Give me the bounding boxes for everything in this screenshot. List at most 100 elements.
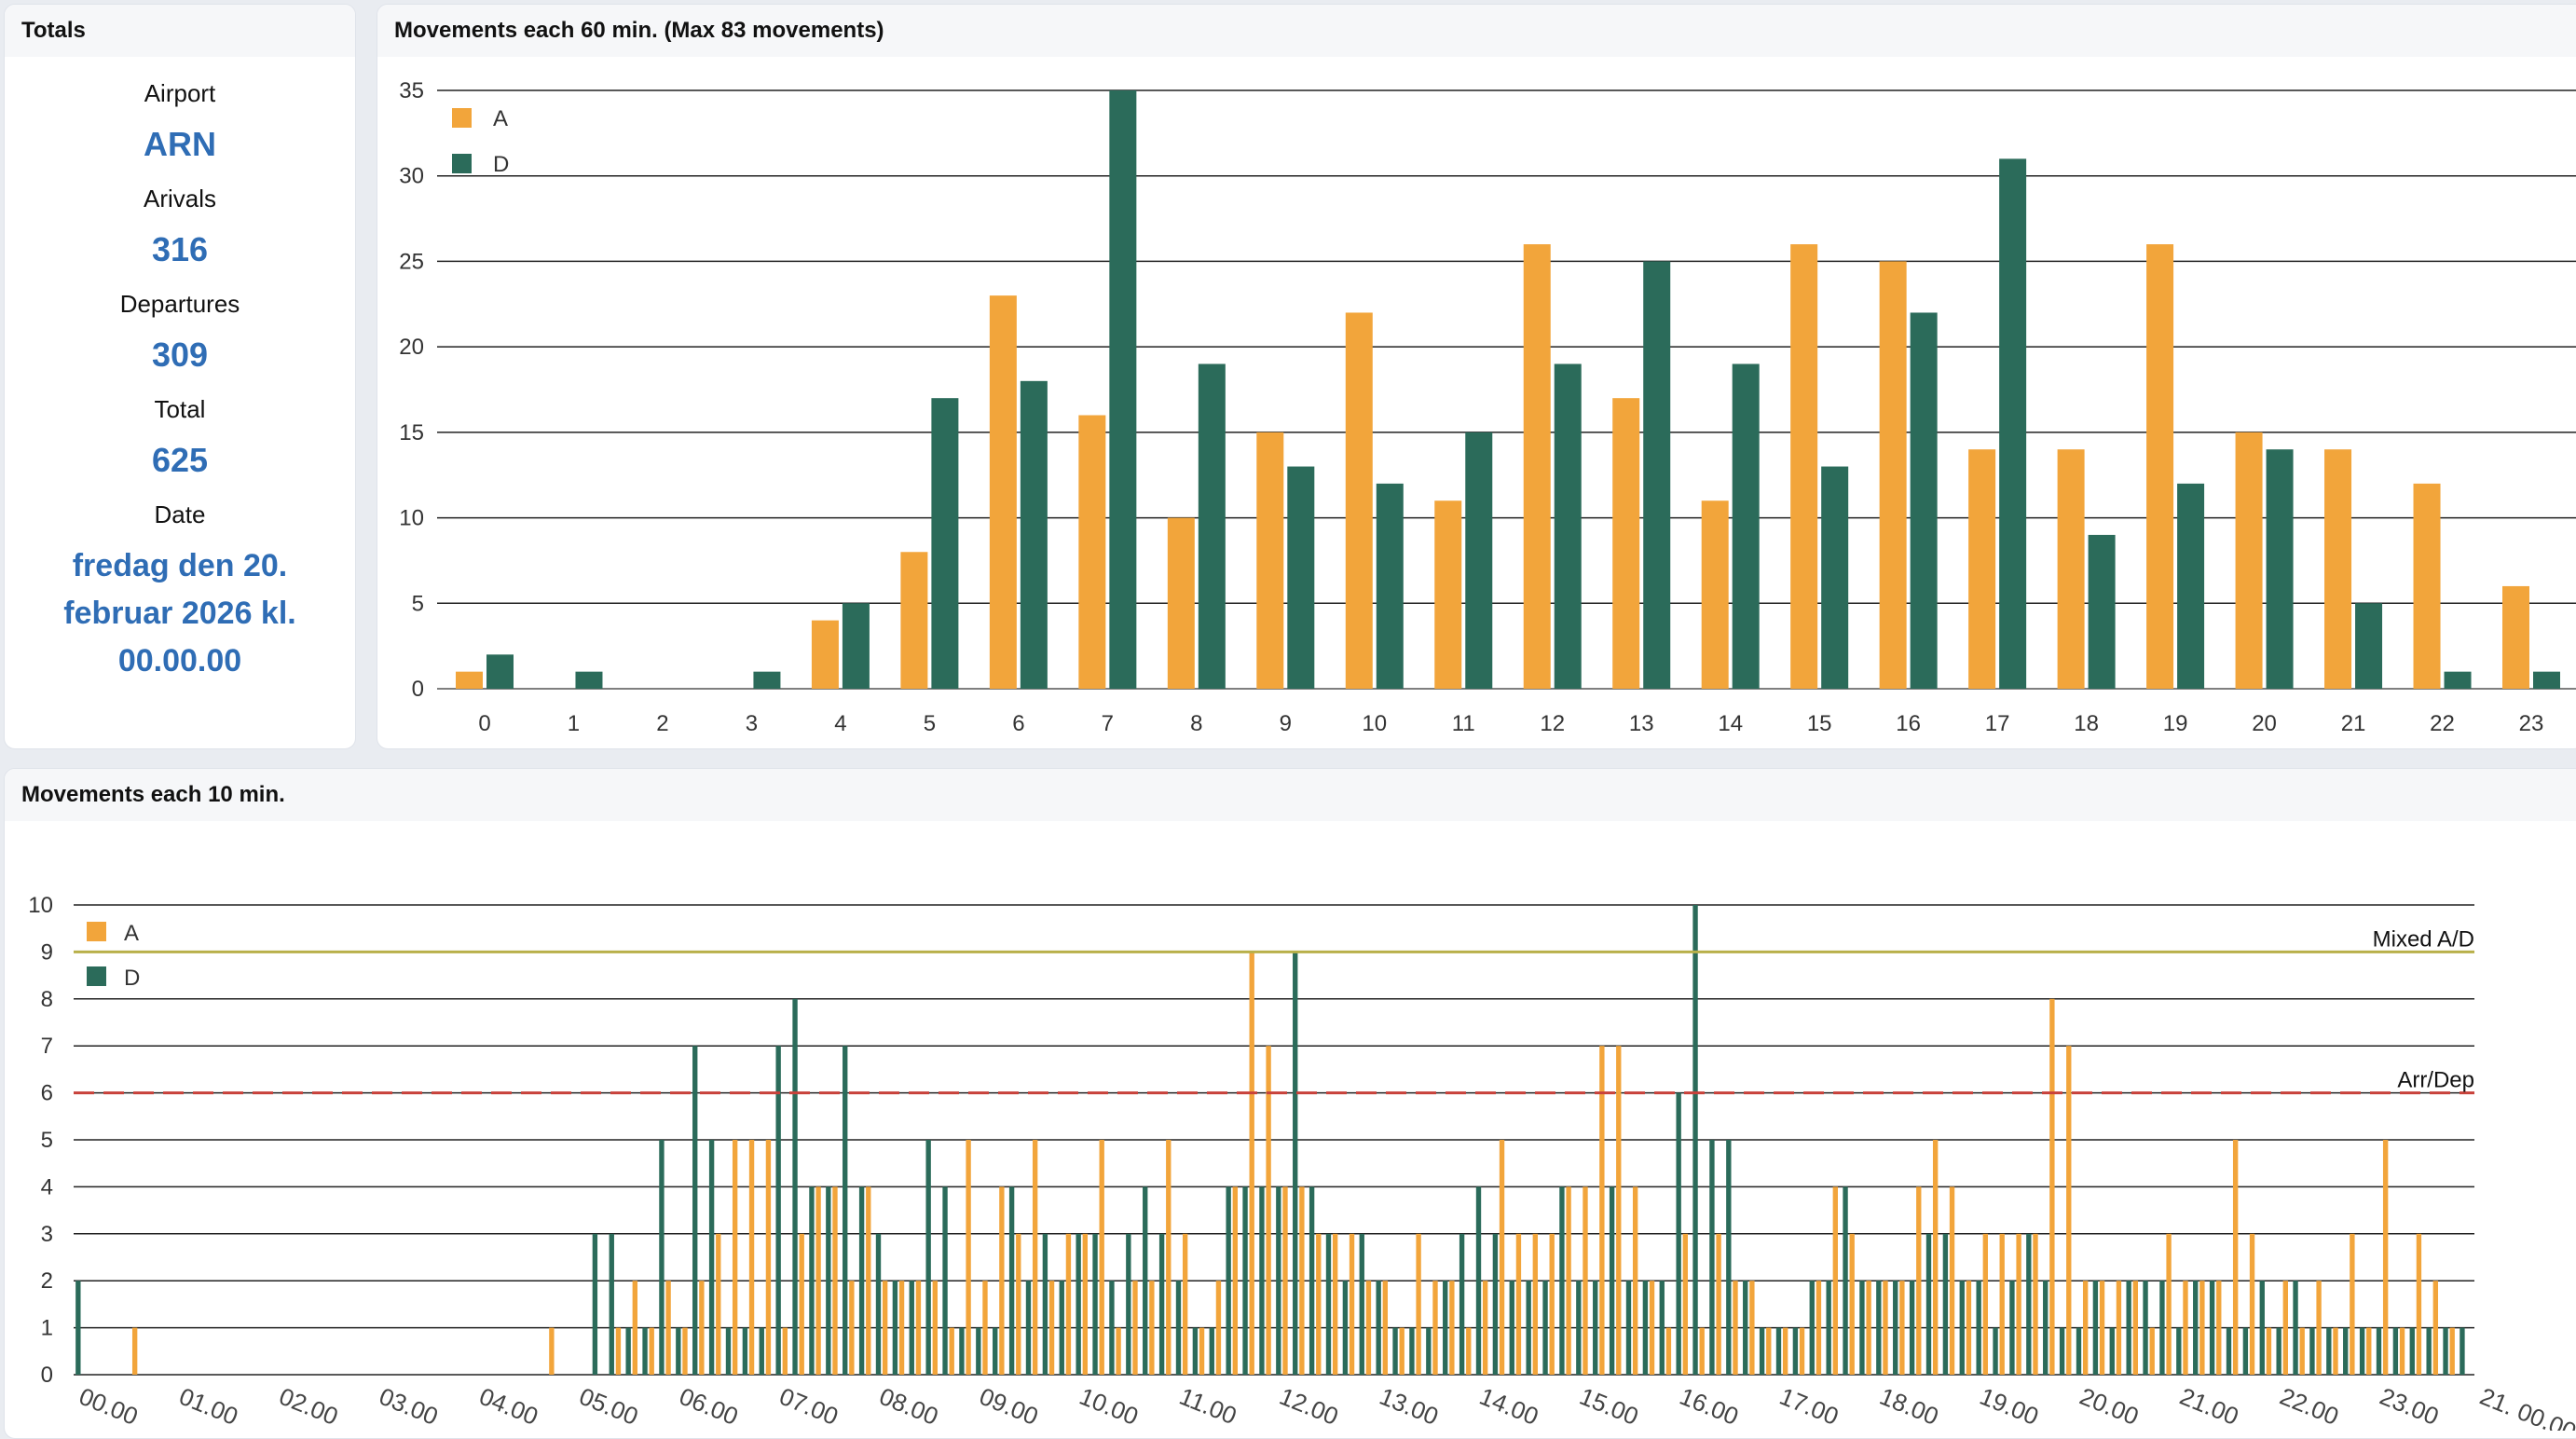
bar-departures	[708, 1140, 715, 1375]
bar-departures	[1576, 1281, 1582, 1375]
bar-arrivals	[799, 1233, 804, 1375]
x-tick-label: 21.00	[2176, 1382, 2243, 1431]
bar-departures	[1976, 1281, 1981, 1375]
bar-arrivals	[1532, 1233, 1539, 1375]
bar-arrivals	[1949, 1186, 1955, 1375]
bar-departures	[1293, 952, 1298, 1375]
x-tick-label: 11.00	[1175, 1382, 1240, 1430]
legend-swatch-departures	[452, 154, 472, 173]
bar-arrivals	[989, 295, 1017, 689]
bar-departures	[2159, 1281, 2165, 1375]
bar-arrivals	[1349, 1233, 1355, 1375]
x-tick-label: 20.00	[2076, 1382, 2143, 1431]
y-tick-label: 9	[41, 939, 53, 965]
x-tick-label: 16.00	[1676, 1382, 1743, 1431]
airport-value: ARN	[144, 125, 216, 163]
bar-departures	[1020, 380, 1048, 689]
bar-departures	[1309, 1186, 1315, 1375]
bar-arrivals	[1215, 1281, 1222, 1375]
x-tick-label: 3	[746, 711, 758, 736]
x-tick-label: 23.00	[2376, 1382, 2443, 1431]
bar-arrivals	[549, 1327, 555, 1375]
bar-arrivals	[2149, 1327, 2155, 1375]
x-tick-label: 14.00	[1475, 1382, 1542, 1431]
bar-arrivals	[1665, 1327, 1672, 1375]
bar-departures	[2076, 1327, 2082, 1375]
bar-arrivals	[1016, 1233, 1021, 1375]
bar-departures	[2426, 1327, 2432, 1375]
bar-arrivals	[1782, 1327, 1788, 1375]
bar-departures	[1198, 363, 1226, 689]
bar-departures	[753, 671, 781, 689]
bar-arrivals	[1132, 1281, 1138, 1375]
bar-arrivals	[2266, 1327, 2272, 1375]
bar-departures	[1175, 1281, 1182, 1375]
bar-departures	[692, 1046, 698, 1375]
bar-departures	[1376, 483, 1404, 689]
bar-departures	[1732, 363, 1760, 689]
x-tick-label: 20	[2252, 711, 2277, 736]
bar-departures	[1242, 1186, 1248, 1375]
bar-arrivals	[1449, 1281, 1455, 1375]
bar-departures	[1792, 1327, 1799, 1375]
bar-departures	[1465, 432, 1493, 689]
bar-departures	[1775, 1327, 1782, 1375]
bar-arrivals	[1566, 1186, 1571, 1375]
x-tick-label: 7	[1102, 711, 1114, 736]
bar-departures	[2143, 1281, 2148, 1375]
bar-departures	[858, 1186, 865, 1375]
bar-arrivals	[2016, 1233, 2021, 1375]
arr-dep-label: Arr/Dep	[2397, 1068, 2474, 1093]
x-tick-label: 13	[1629, 711, 1654, 736]
bar-departures	[2209, 1281, 2215, 1375]
x-tick-label: 14	[1718, 711, 1743, 736]
bar-departures	[2359, 1327, 2365, 1375]
bar-departures	[942, 1186, 948, 1375]
bar-departures	[2266, 449, 2294, 689]
bar-departures	[1893, 1281, 1898, 1375]
bar-departures	[1910, 312, 1938, 689]
bar-departures	[659, 1140, 665, 1375]
bar-departures	[642, 1327, 648, 1375]
x-tick-label: 12.00	[1276, 1382, 1343, 1431]
bar-arrivals	[2232, 1140, 2239, 1375]
bar-arrivals	[1916, 1186, 1922, 1375]
bar-arrivals	[1078, 415, 1106, 689]
bar-departures	[925, 1140, 931, 1375]
bar-departures	[676, 1327, 681, 1375]
bar-departures	[1109, 90, 1137, 689]
bar-arrivals	[1499, 1140, 1505, 1375]
bar-arrivals	[1167, 517, 1195, 689]
x-tick-label: 17	[1985, 711, 2010, 736]
bar-departures	[725, 1327, 732, 1375]
y-tick-label: 20	[399, 335, 424, 360]
ten-min-chart: 0 1 2 3 4 5 6 7 8 9 10 Mixed A/D Arr/Dep AD 00.00 01.00…	[28, 893, 2576, 1431]
x-tick-label: 08.00	[875, 1382, 942, 1431]
bar-arrivals	[1099, 1140, 1104, 1375]
bar-arrivals	[1612, 398, 1640, 689]
bar-departures	[2009, 1281, 2015, 1375]
bar-arrivals	[615, 1327, 622, 1375]
bar-departures	[1826, 1281, 1831, 1375]
bar-arrivals	[1716, 1233, 1721, 1375]
x-tick-label: 12	[1540, 711, 1565, 736]
bar-arrivals	[849, 1281, 855, 1375]
bar-arrivals	[1879, 261, 1907, 689]
bar-departures	[1999, 158, 2027, 689]
bar-departures	[2088, 534, 2116, 689]
x-tick-label: 21	[2341, 711, 2366, 736]
bar-departures	[1276, 1186, 1281, 1375]
y-tick-label: 2	[41, 1268, 53, 1294]
bar-departures	[931, 398, 959, 689]
y-tick-label: 10	[28, 893, 53, 918]
bar-arrivals	[1266, 1046, 1271, 1375]
y-tick-label: 8	[41, 987, 53, 1012]
departures-value: 309	[151, 336, 209, 374]
bar-arrivals	[1523, 244, 1551, 689]
bar-arrivals	[665, 1281, 671, 1375]
y-tick-label: 0	[41, 1363, 53, 1388]
legend-label-departures: D	[493, 152, 509, 177]
bar-departures	[1876, 1281, 1882, 1375]
bar-departures	[1726, 1140, 1732, 1375]
bar-departures	[609, 1233, 614, 1375]
